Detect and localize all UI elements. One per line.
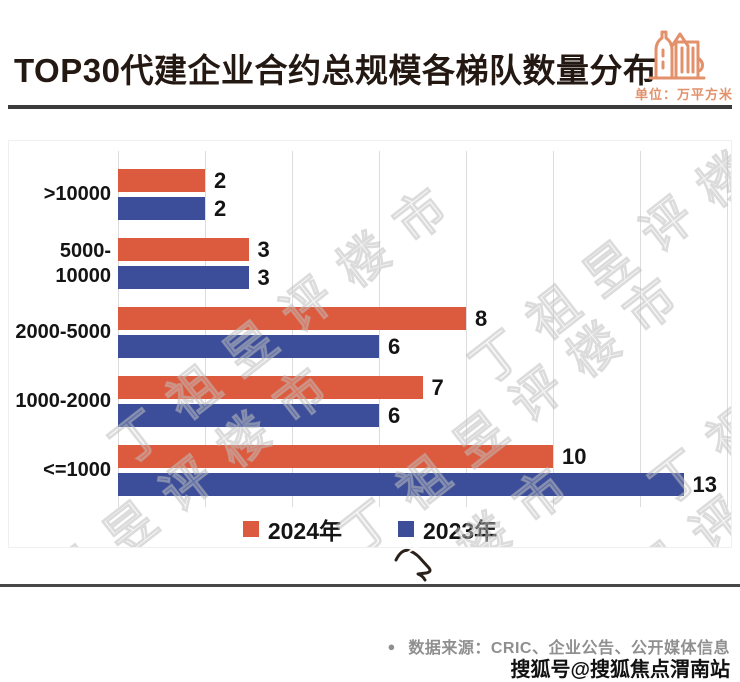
legend-label: 2024年 [267,518,342,544]
source-text: 数据来源：CRIC、企业公告、公开媒体信息 [408,640,730,657]
bar-2024年 [118,169,205,192]
value-label: 6 [388,403,401,428]
category-label: >10000 [43,183,111,205]
legend-swatch [242,521,259,537]
bar-2023年 [118,266,249,289]
bar-2024年 [118,238,249,261]
bar-2023年 [118,197,205,220]
chart-plot: >10000 2 2 5000- 10000 3 3 2000-5000 8 6 1000-200… [9,141,731,547]
sohu-watermark-text: 搜狐号@搜狐焦点渭南站 [510,659,730,681]
value-label: 2 [214,168,227,193]
category-label: 2000-5000 [15,321,111,343]
gridline [553,151,554,507]
value-label: 2 [214,196,227,221]
value-label: 6 [388,334,401,359]
category-label: <=1000 [43,459,111,481]
bar-2023年 [118,404,379,427]
bar-2024年 [118,376,423,399]
footer-divider [0,584,740,587]
value-label: 3 [257,265,270,290]
source-bullet-icon: ● [387,638,396,654]
gridline [466,151,467,507]
pen-scribble-icon [394,543,432,582]
gridline [727,151,728,507]
chart-legend: 2024年 2023年 [9,512,731,546]
legend-item: 2024年 [242,512,342,546]
chart-card: >10000 2 2 5000- 10000 3 3 2000-5000 8 6 1000-200… [8,140,732,548]
source-row: ● 数据来源：CRIC、企业公告、公开媒体信息 [388,634,730,658]
bar-2024年 [118,445,553,468]
legend-swatch [398,521,414,537]
bar-2023年 [118,473,684,496]
unit-label: 单位：万平方米 [634,87,733,102]
page-title: TOP30代建企业合约总规模各梯队数量分布 [14,52,657,89]
category-label: 5000- 10000 [55,239,111,287]
bar-2024年 [118,307,466,330]
value-label: 3 [257,237,270,262]
value-label: 13 [692,472,717,497]
legend-item: 2023年 [398,512,497,546]
category-label: 1000-2000 [15,390,111,412]
value-label: 7 [431,375,444,400]
title-divider [8,105,732,109]
building-icon [648,30,706,80]
gridline [640,151,641,507]
legend-label: 2023年 [423,518,498,544]
bar-2023年 [118,335,379,358]
value-label: 8 [475,306,488,331]
value-label: 10 [562,444,587,469]
